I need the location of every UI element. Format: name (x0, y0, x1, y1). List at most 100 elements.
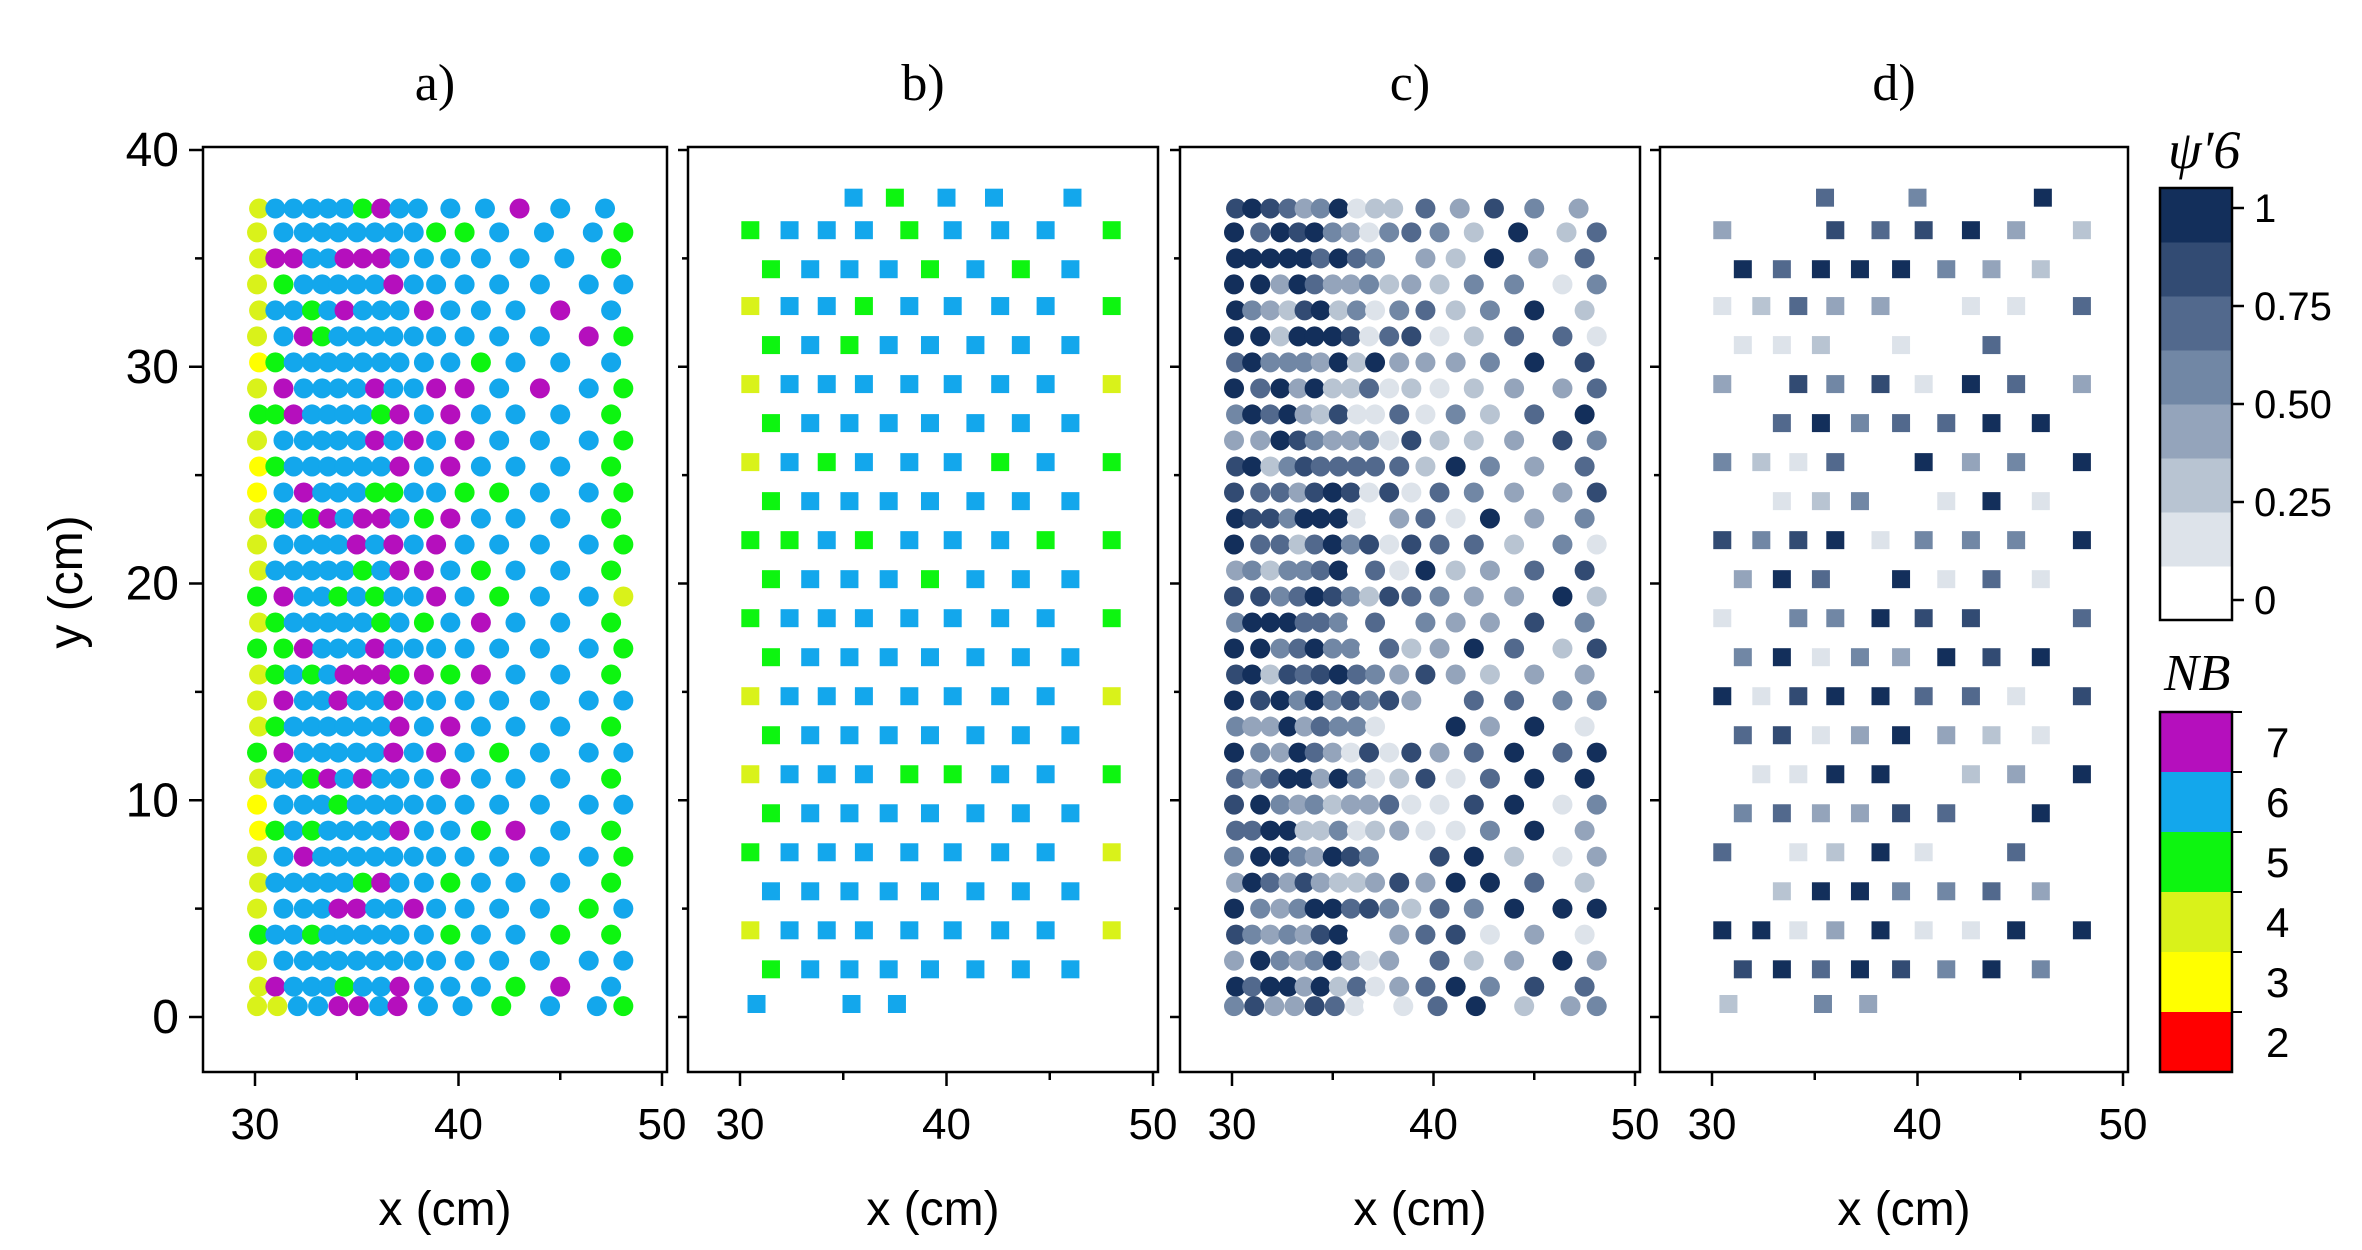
data-points (741, 188, 1121, 1013)
data-point (1250, 482, 1271, 503)
data-point (249, 508, 270, 529)
data-point (352, 560, 373, 581)
data-point (1504, 534, 1525, 555)
data-point (283, 560, 304, 581)
data-point (505, 404, 526, 425)
data-point (1574, 872, 1595, 893)
data-point (308, 996, 329, 1017)
data-point (389, 664, 410, 685)
data-point (1242, 198, 1263, 219)
data-point (1304, 794, 1325, 815)
data-point (900, 531, 919, 550)
data-point (1226, 664, 1247, 685)
data-point (1733, 804, 1752, 823)
data-point (1733, 336, 1752, 355)
data-point (1328, 508, 1349, 529)
data-point (601, 508, 622, 529)
data-point (1552, 898, 1573, 919)
data-point (1789, 531, 1808, 550)
data-point (1871, 921, 1890, 940)
data-point (403, 326, 424, 347)
data-point (761, 336, 780, 355)
data-point (389, 612, 410, 633)
data-point (328, 846, 349, 867)
data-point (595, 198, 616, 219)
data-point (1278, 300, 1299, 321)
data-point (1813, 994, 1832, 1013)
data-point (1310, 198, 1331, 219)
data-point (1294, 976, 1315, 997)
data-point (1304, 742, 1325, 763)
data-point (1586, 742, 1607, 763)
data-point (426, 690, 447, 711)
data-point (2072, 843, 2091, 862)
data-point (346, 794, 367, 815)
data-point (1415, 508, 1436, 529)
data-point (249, 352, 270, 373)
data-point (1278, 664, 1299, 685)
data-point (1242, 456, 1263, 477)
data-point (489, 742, 510, 763)
data-point (601, 248, 622, 269)
data-point (1102, 609, 1121, 628)
data-point (1789, 453, 1808, 472)
data-point (301, 456, 322, 477)
data-point (780, 297, 799, 316)
data-point (801, 414, 820, 433)
data-point (328, 222, 349, 243)
colorbar-segment (2160, 892, 2232, 953)
data-point (249, 300, 270, 321)
data-point (1524, 820, 1545, 841)
colorbar-segment (2160, 712, 2232, 773)
data-point (1365, 404, 1386, 425)
data-point (1250, 534, 1271, 555)
data-point (413, 716, 434, 737)
data-point (389, 924, 410, 945)
data-point (1224, 534, 1245, 555)
data-point (879, 960, 898, 979)
colorbar-level-label: 5 (2266, 839, 2289, 886)
data-point (966, 260, 985, 279)
data-point (334, 612, 355, 633)
data-point (403, 950, 424, 971)
data-point (550, 820, 571, 841)
data-point (550, 560, 571, 581)
data-point (440, 820, 461, 841)
data-point (1226, 456, 1247, 477)
data-point (1061, 414, 1080, 433)
data-point (413, 404, 434, 425)
data-point (801, 492, 820, 511)
data-point (1415, 716, 1436, 737)
data-point (801, 336, 820, 355)
data-point (1102, 297, 1121, 316)
x-tick-label: 50 (1129, 1100, 1178, 1149)
data-point (1463, 638, 1484, 659)
data-point (817, 843, 836, 862)
data-point (1061, 882, 1080, 901)
data-point (1574, 664, 1595, 685)
data-point (817, 921, 836, 940)
data-point (1363, 996, 1384, 1017)
data-point (1260, 820, 1281, 841)
data-point (1365, 456, 1386, 477)
data-point (601, 352, 622, 373)
data-point (1294, 352, 1315, 373)
data-point (293, 482, 314, 503)
data-point (318, 456, 339, 477)
data-point (613, 996, 634, 1017)
data-point (1322, 274, 1343, 295)
data-point (1445, 716, 1466, 737)
data-point (578, 690, 599, 711)
data-point (1479, 924, 1500, 945)
data-point (550, 612, 571, 633)
data-point (1389, 508, 1410, 529)
data-point (1982, 260, 2001, 279)
data-point (1242, 612, 1263, 633)
data-point (1483, 198, 1504, 219)
data-point (1826, 609, 1845, 628)
data-point (741, 921, 760, 940)
data-point (301, 560, 322, 581)
data-point (2072, 375, 2091, 394)
data-point (365, 794, 386, 815)
data-point (613, 690, 634, 711)
